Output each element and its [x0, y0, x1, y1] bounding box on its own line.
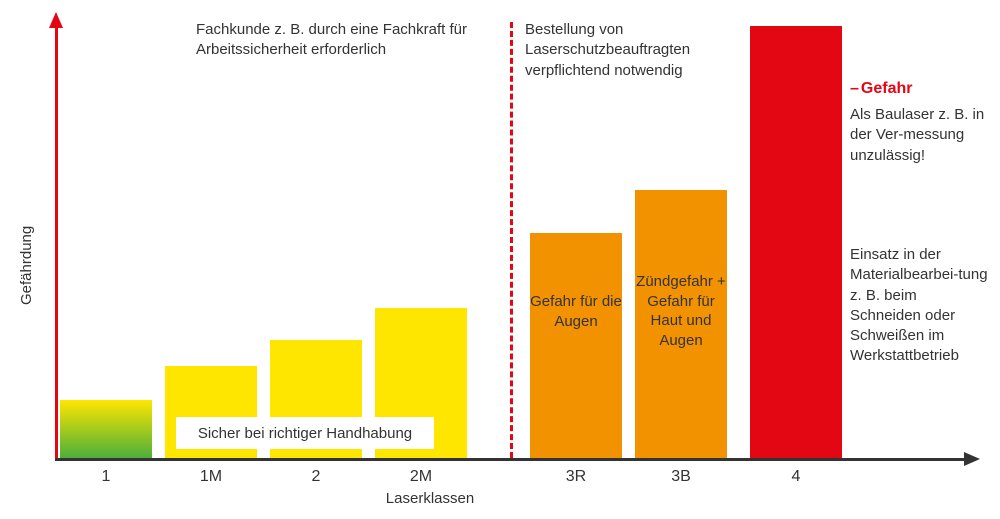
y-axis-arrow: [49, 12, 63, 28]
chart-stage: Gefährdung Gefahr für die Augen Zündgefa…: [0, 0, 1000, 519]
tick-1: 1: [60, 468, 152, 486]
note-right: Bestellung von Laserschutzbeauftragten v…: [525, 20, 735, 81]
note-left: Fachkunde z. B. durch eine Fachkraft für…: [196, 20, 491, 61]
tick-3R: 3R: [530, 468, 622, 486]
handling-box: Sicher bei richtiger Handhabung: [176, 417, 434, 449]
note-side2: Einsatz in der Materialbearbei-tung z. B…: [850, 245, 990, 367]
tick-2M: 2M: [375, 468, 467, 486]
tick-2: 2: [270, 468, 362, 486]
threshold-divider: [510, 22, 513, 458]
bar-class-4: [750, 26, 842, 458]
bar-class-3R: [530, 233, 622, 458]
y-axis-label: Gefährdung: [18, 226, 35, 305]
bar-annot-3B: Zündgefahr + Gefahr für Haut und Augen: [630, 272, 732, 350]
bar-annot-3R: Gefahr für die Augen: [528, 292, 624, 331]
x-axis: [55, 458, 970, 461]
note-danger: Gefahr: [850, 78, 912, 100]
tick-1M: 1M: [165, 468, 257, 486]
tick-3B: 3B: [635, 468, 727, 486]
handling-text: Sicher bei richtiger Handhabung: [198, 425, 412, 442]
y-axis: [55, 22, 58, 458]
tick-4: 4: [750, 468, 842, 486]
note-side1: Als Baulaser z. B. in der Ver-messung un…: [850, 105, 990, 166]
x-axis-arrow: [964, 452, 980, 466]
bar-class-1: [60, 400, 152, 458]
x-axis-title: Laserklassen: [340, 490, 520, 507]
